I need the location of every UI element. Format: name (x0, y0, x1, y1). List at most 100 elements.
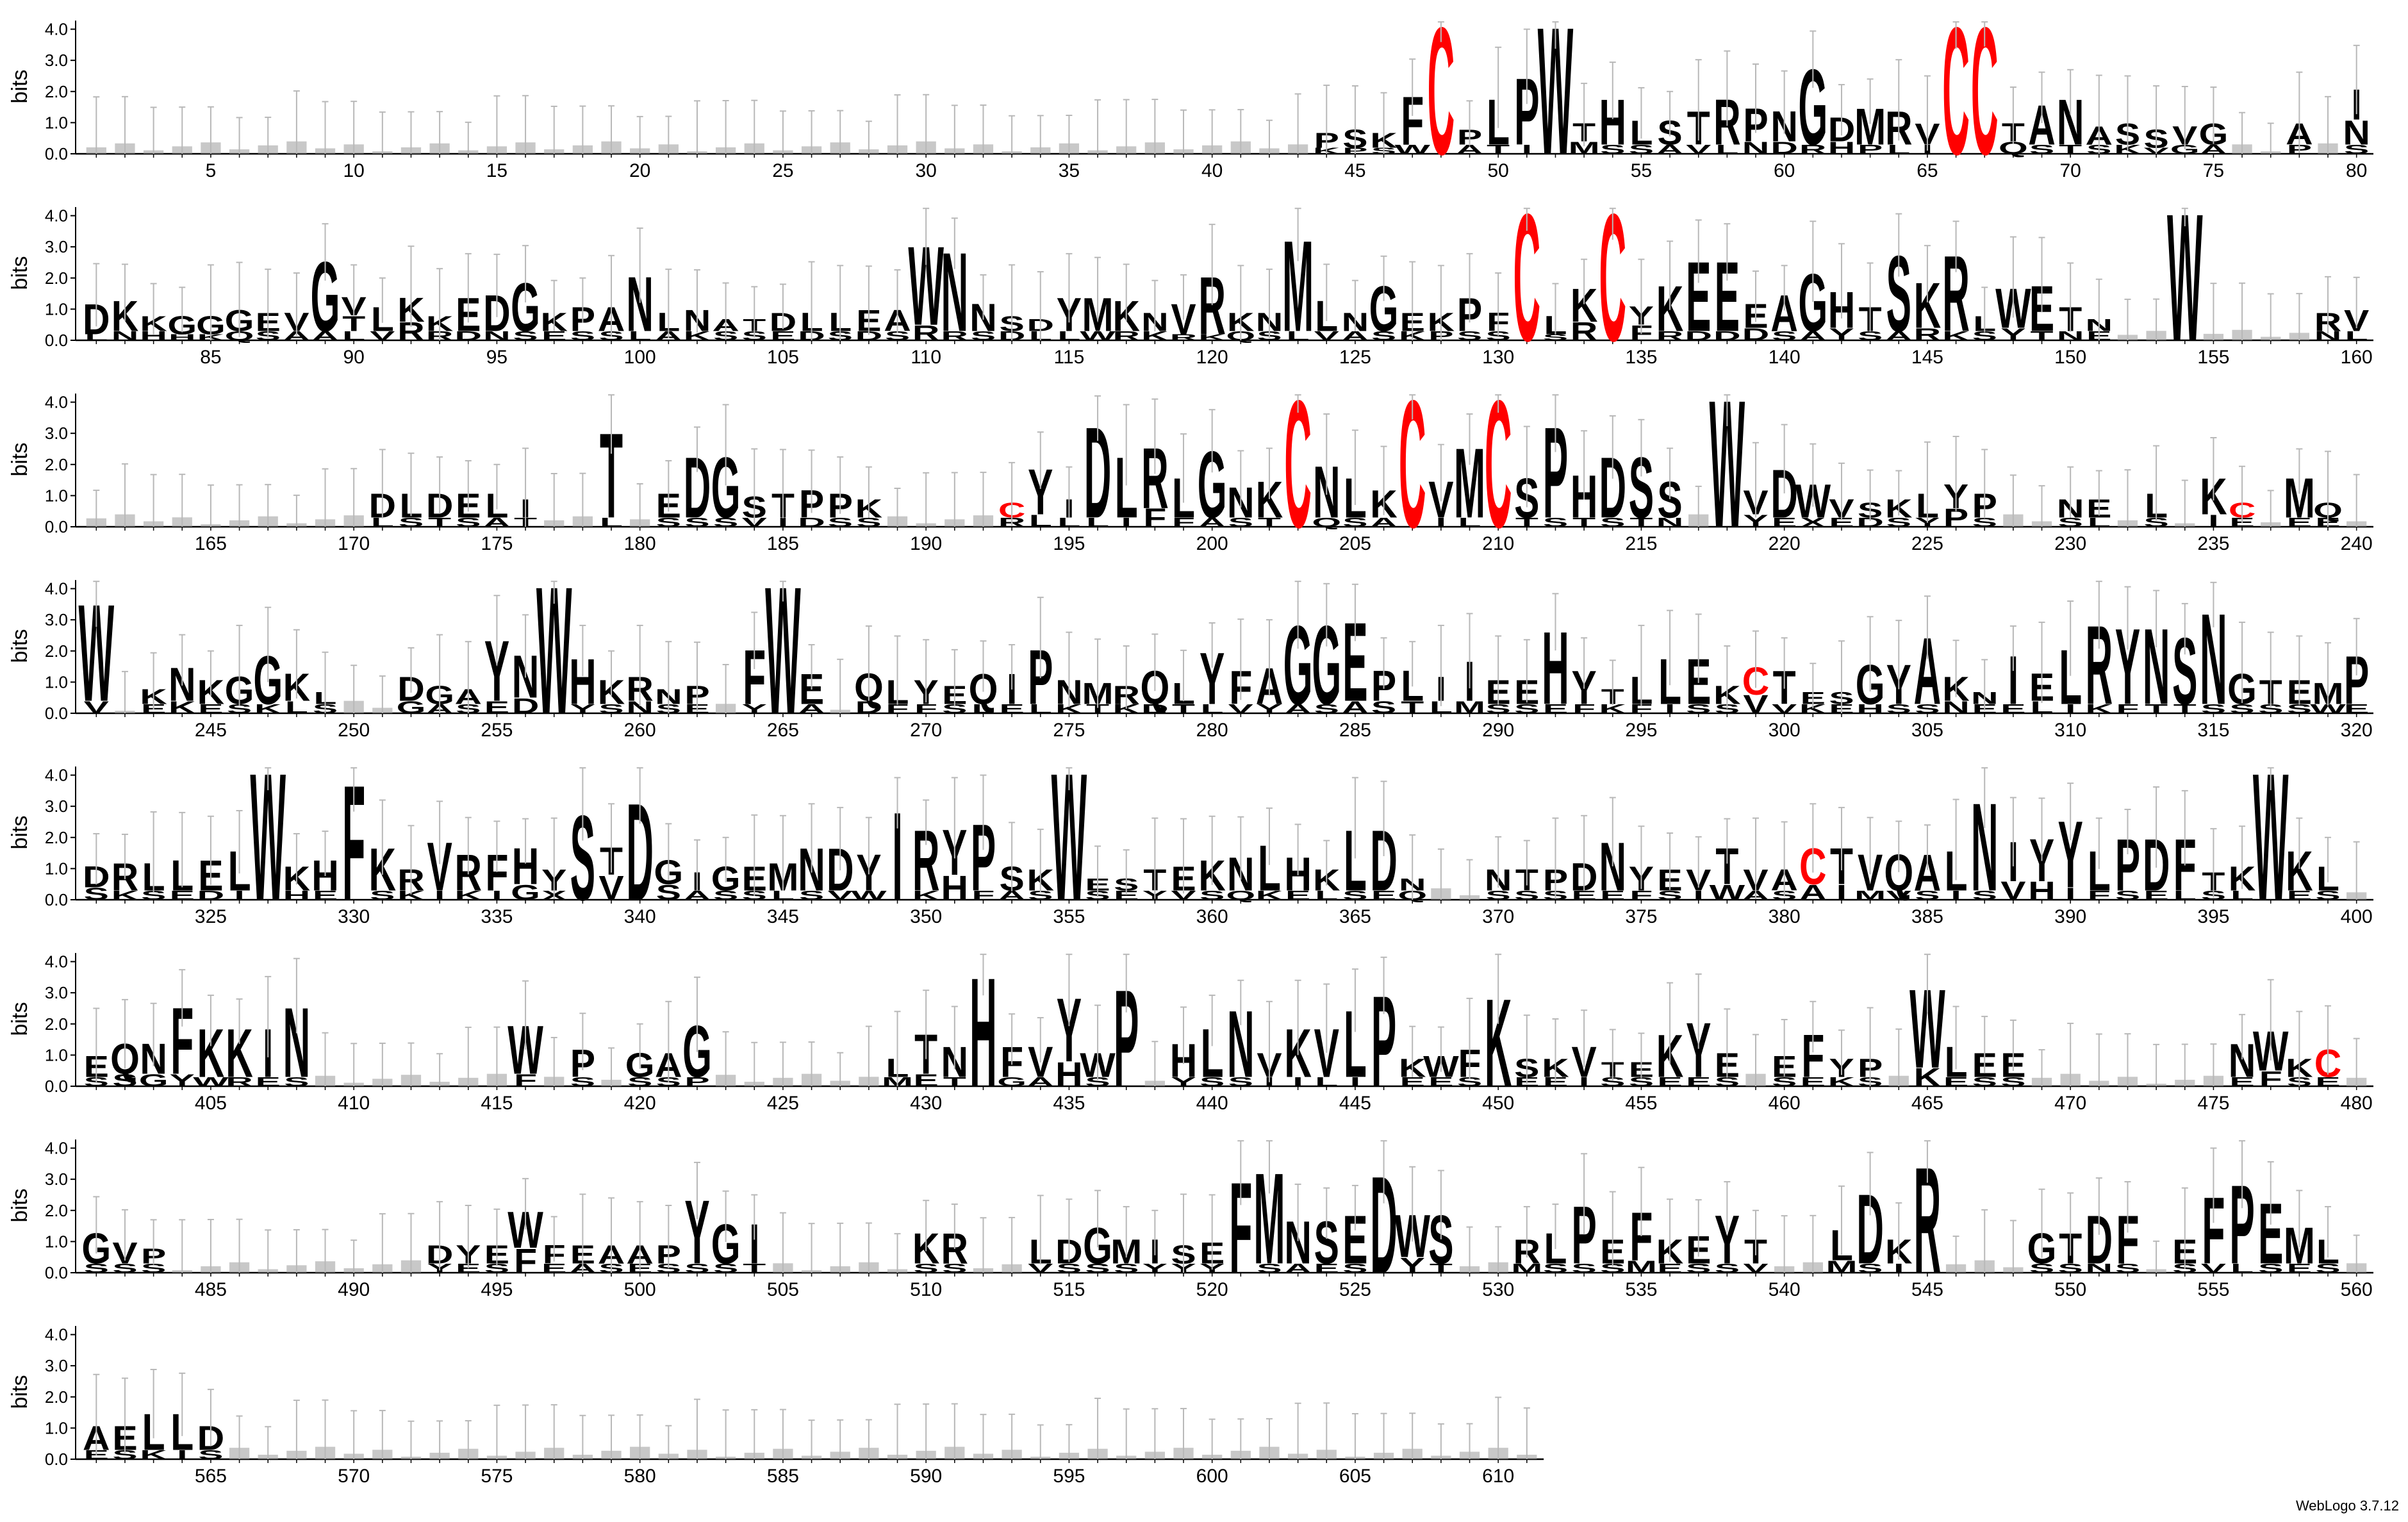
logo-letter: A (1656, 142, 1684, 157)
logo-letter: S (1629, 142, 1654, 157)
logo-letter: D (1742, 325, 1770, 344)
logo-letter: C (1513, 177, 1541, 379)
logo-letter: S (856, 515, 881, 530)
x-tick-label: 180 (624, 533, 656, 554)
logo-letter: L (1458, 515, 1481, 530)
logo-letter: L (285, 698, 308, 717)
x-tick-label: 90 (343, 347, 364, 368)
x-tick-label: 345 (767, 906, 799, 927)
logo-letter: L (2345, 329, 2368, 343)
logo-letter: L (1029, 511, 1052, 531)
logo-letter: N (1742, 138, 1770, 158)
x-tick-label: 550 (2054, 1279, 2086, 1300)
logo-letter: S (1972, 515, 1997, 530)
logo-letter: G (2170, 142, 2200, 157)
logo-letter: L (629, 329, 652, 343)
x-tick-label: 535 (1625, 1279, 1657, 1300)
logo-letter: L (1086, 515, 1109, 530)
logo-letter: S (1715, 702, 1740, 716)
logo-letter: C (1599, 177, 1627, 379)
logo-letter: A (1198, 515, 1226, 530)
x-tick-label: 560 (2341, 1279, 2373, 1300)
y-tick-label: 3.0 (45, 237, 68, 256)
logo-letter: L (85, 333, 108, 342)
x-tick-label: 140 (1769, 347, 1801, 368)
x-tick-label: 575 (481, 1466, 513, 1487)
x-tick-label: 570 (338, 1466, 370, 1487)
logo-letter: L (971, 702, 994, 716)
logo-letter: S (828, 515, 853, 530)
logo-letter: V (1314, 329, 1340, 343)
x-tick-label: 45 (1344, 160, 1365, 181)
y-tick-label: 2.0 (45, 455, 68, 474)
logo-letter: N (2343, 113, 2370, 152)
logo-letter: Y (1257, 702, 1282, 716)
logo-row: 0.01.02.03.04.0bits510152025303540KP45PS… (8, 0, 2373, 193)
y-tick-label: 0.0 (45, 1263, 68, 1282)
logo-letter: K (169, 698, 196, 717)
x-tick-label: 255 (481, 720, 513, 741)
logo-letter: L (1057, 515, 1080, 530)
x-tick-label: 215 (1625, 533, 1657, 554)
logo-letter: F (1143, 503, 1166, 533)
logo-letter: I (2208, 511, 2218, 531)
logo-letter: E (999, 702, 1024, 716)
logo-letter: F (1629, 702, 1653, 716)
x-tick-label: 325 (195, 906, 227, 927)
logo-letter: S (713, 515, 738, 530)
logo-letter: C (1284, 363, 1312, 566)
logo-letter: S (1886, 702, 1911, 716)
y-tick-label: 1.0 (45, 1418, 68, 1437)
y-tick-label: 4.0 (45, 1325, 68, 1344)
x-tick-label: 250 (338, 720, 370, 741)
logo-letter: W (765, 550, 801, 752)
logo-letter: S (942, 702, 967, 716)
weblogo-credit: WebLogo 3.7.12 (2295, 1498, 2399, 1514)
x-tick-label: 455 (1625, 1093, 1657, 1114)
logo-letter: S (1228, 515, 1253, 530)
logo-letter: C (1399, 363, 1426, 566)
x-tick-label: 225 (1911, 533, 1943, 554)
x-tick-label: 160 (2341, 347, 2373, 368)
x-tick-label: 195 (1053, 533, 1085, 554)
logo-letter: I (1436, 515, 1446, 530)
logo-letter: N (2314, 329, 2342, 343)
logo-letter: E (770, 329, 795, 343)
y-tick-label: 2.0 (45, 641, 68, 661)
logo-letter: S (1514, 702, 1539, 716)
x-tick-label: 205 (1339, 533, 1371, 554)
x-tick-label: 430 (910, 1093, 942, 1114)
logo-letter: N (2057, 329, 2084, 343)
logo-letter: E (541, 329, 566, 343)
logo-letter: T (1515, 515, 1538, 530)
y-tick-label: 3.0 (45, 610, 68, 629)
y-tick-label: 4.0 (45, 393, 68, 412)
logo-letter: S (1886, 515, 1911, 530)
y-axis-label: bits (8, 443, 32, 477)
logo-letter: L (2088, 515, 2111, 530)
x-tick-label: 115 (1054, 347, 1085, 368)
x-tick-label: 190 (910, 533, 942, 554)
logo-letter: A (1284, 702, 1312, 716)
logo-row: 0.01.02.03.04.0bitsLDNKHKHG85KGQGSEAVAG9… (8, 177, 2373, 379)
logo-letter: V (1772, 702, 1797, 716)
x-tick-label: 285 (1339, 720, 1371, 741)
x-tick-label: 75 (2203, 160, 2224, 181)
logo-letter: D (855, 698, 883, 717)
logo-letter: D (798, 515, 825, 530)
x-tick-label: 230 (2054, 533, 2086, 554)
y-tick-label: 0.0 (45, 704, 68, 723)
x-tick-label: 530 (1482, 1279, 1514, 1300)
x-tick-label: 565 (195, 1466, 227, 1487)
y-axis-label: bits (8, 256, 32, 290)
logo-letter: W (1051, 736, 1087, 939)
logo-letter: V (1686, 142, 1711, 157)
x-tick-label: 100 (624, 347, 656, 368)
logo-letter: H (140, 329, 167, 343)
y-tick-label: 4.0 (45, 952, 68, 972)
logo-letter: I (2008, 642, 2018, 719)
logo-letter: S (2143, 515, 2168, 530)
